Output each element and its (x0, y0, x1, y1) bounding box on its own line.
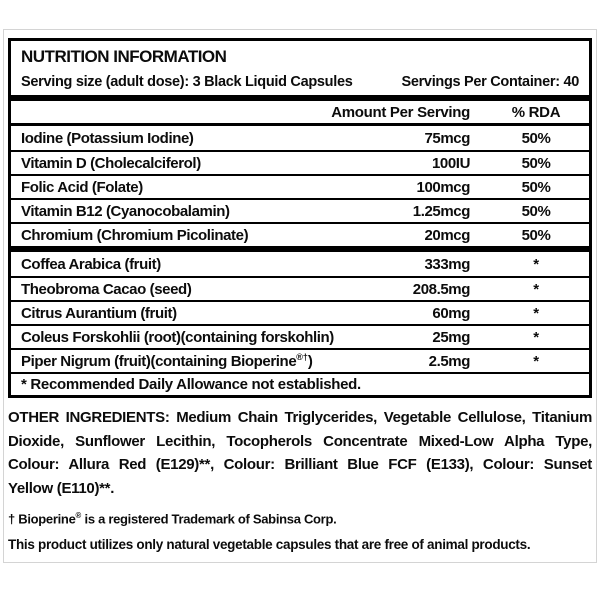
nutrient-row: Citrus Aurantium (fruit) 60mg * (11, 300, 589, 324)
servings-per-container-text: Servings Per Container: 40 (401, 74, 579, 90)
nutrient-rda: 50% (521, 154, 551, 172)
nutrient-name-text: Piper Nigrum (fruit)(containing Bioperin… (21, 353, 297, 370)
divider-thick-top (11, 95, 589, 101)
botanicals-section: Coffea Arabica (fruit) 333mg * Theobroma… (11, 252, 589, 372)
registered-symbol-sup: ® (75, 511, 82, 520)
vitamins-section: Iodine (Potassium Iodine) 75mcg 50% Vita… (11, 126, 589, 246)
nutrient-amount: 100IU (431, 154, 470, 172)
nutrient-rda: * (533, 280, 539, 298)
nutrient-row: Vitamin D (Cholecalciferol) 100IU 50% (11, 150, 589, 174)
nutrient-rda: * (533, 255, 539, 273)
registered-dagger-sup: ®† (296, 352, 308, 362)
nutrient-rda: 50% (521, 202, 551, 220)
col-header-amount: Amount Per Serving (331, 103, 470, 121)
trademark-note-rest: is a registered Trademark of Sabinsa Cor… (81, 511, 337, 527)
nutrient-name: Vitamin B12 (Cyanocobalamin) (21, 202, 230, 220)
nutrient-name: Theobroma Cacao (seed) (21, 280, 192, 298)
column-header-row: Amount Per Serving % RDA (11, 101, 589, 126)
nutrient-rda: * (533, 328, 539, 346)
trademark-note-text: † Bioperine (8, 511, 76, 527)
nutrient-name: Iodine (Potassium Iodine) (21, 129, 194, 147)
nutrient-row: Iodine (Potassium Iodine) 75mcg 50% (11, 126, 589, 150)
nutrient-rda: 50% (521, 129, 551, 147)
trademark-note: † Bioperine® is a registered Trademark o… (8, 511, 337, 527)
nutrient-amount: 60mg (432, 304, 470, 322)
other-ingredients-line: Yellow (E110)**. (8, 479, 115, 497)
rda-footnote: * Recommended Daily Allowance not establ… (11, 372, 589, 395)
nutrient-amount: 75mcg (424, 129, 470, 147)
nutrient-row: Theobroma Cacao (seed) 208.5mg * (11, 276, 589, 300)
nutrient-rda: * (533, 352, 539, 370)
nutrient-row: Coleus Forskohlii (root)(containing fors… (11, 324, 589, 348)
nutrient-name: Citrus Aurantium (fruit) (21, 304, 177, 322)
other-ingredients-line: OTHER INGREDIENTS: Medium Chain Triglyce… (8, 409, 592, 426)
serving-row: Serving size (adult dose): 3 Black Liqui… (11, 69, 589, 95)
nutrient-amount: 2.5mg (428, 352, 471, 370)
nutrient-amount: 333mg (424, 255, 470, 273)
nutrient-row: Piper Nigrum (fruit)(containing Bioperin… (11, 348, 589, 372)
nutrient-name: Vitamin D (Cholecalciferol) (21, 154, 201, 172)
nutrient-row: Vitamin B12 (Cyanocobalamin) 1.25mcg 50% (11, 198, 589, 222)
nutrient-name: Piper Nigrum (fruit)(containing Bioperin… (21, 352, 360, 370)
nutrient-name-end: ) (307, 353, 313, 370)
nutrition-panel: NUTRITION INFORMATION Serving size (adul… (8, 38, 592, 398)
divider-thick-middle (11, 246, 589, 252)
nutrient-row: Coffea Arabica (fruit) 333mg * (11, 252, 589, 276)
nutrient-name: Coleus Forskohlii (root)(containing fors… (21, 328, 334, 346)
other-ingredients-line: Dioxide, Sunflower Lecithin, Tocopherols… (8, 432, 592, 450)
nutrient-rda: * (533, 304, 539, 322)
nutrient-rda: 50% (521, 226, 551, 244)
nutrient-amount: 100mcg (416, 178, 471, 196)
nutrient-row: Folic Acid (Folate) 100mcg 50% (11, 174, 589, 198)
nutrient-row: Chromium (Chromium Picolinate) 20mcg 50% (11, 222, 589, 246)
capsule-note: This product utilizes only natural veget… (8, 537, 531, 552)
nutrient-rda: 50% (521, 178, 551, 196)
nutrient-amount: 208.5mg (412, 280, 471, 298)
nutrient-name: Folic Acid (Folate) (21, 178, 143, 196)
panel-title: NUTRITION INFORMATION (21, 46, 227, 66)
nutrient-amount: 20mcg (424, 226, 470, 244)
serving-size-text: Serving size (adult dose): 3 Black Liqui… (21, 74, 353, 90)
other-ingredients-paragraph: OTHER INGREDIENTS: Medium Chain Triglyce… (8, 406, 592, 500)
nutrient-name: Coffea Arabica (fruit) (21, 255, 161, 273)
nutrient-amount: 1.25mcg (412, 202, 471, 220)
nutrient-amount: 25mg (432, 328, 470, 346)
other-ingredients-line: Colour: Allura Red (E129)**, Colour: Bri… (8, 456, 592, 473)
nutrient-name: Chromium (Chromium Picolinate) (21, 226, 249, 244)
col-header-rda: % RDA (511, 103, 561, 121)
